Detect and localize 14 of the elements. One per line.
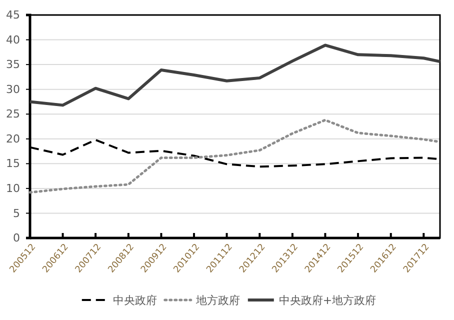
- legend-label: 中央政府+地方政府: [278, 294, 376, 307]
- y-tick-label: 45: [6, 8, 20, 22]
- y-tick-label: 35: [6, 58, 20, 72]
- y-tick-label: 30: [6, 82, 20, 96]
- y-tick-label: 40: [6, 33, 20, 46]
- line-series: [28, 44, 442, 107]
- y-tick-label: 20: [6, 132, 20, 146]
- y-tick-label: 25: [6, 108, 20, 121]
- legend-label: 地方政府: [194, 294, 240, 307]
- y-tick-label: 10: [6, 182, 20, 195]
- y-tick-label: 5: [13, 206, 20, 220]
- legend-label: 中央政府: [112, 294, 157, 307]
- y-tick-label: 0: [13, 232, 20, 245]
- y-tick-label: 15: [6, 157, 20, 170]
